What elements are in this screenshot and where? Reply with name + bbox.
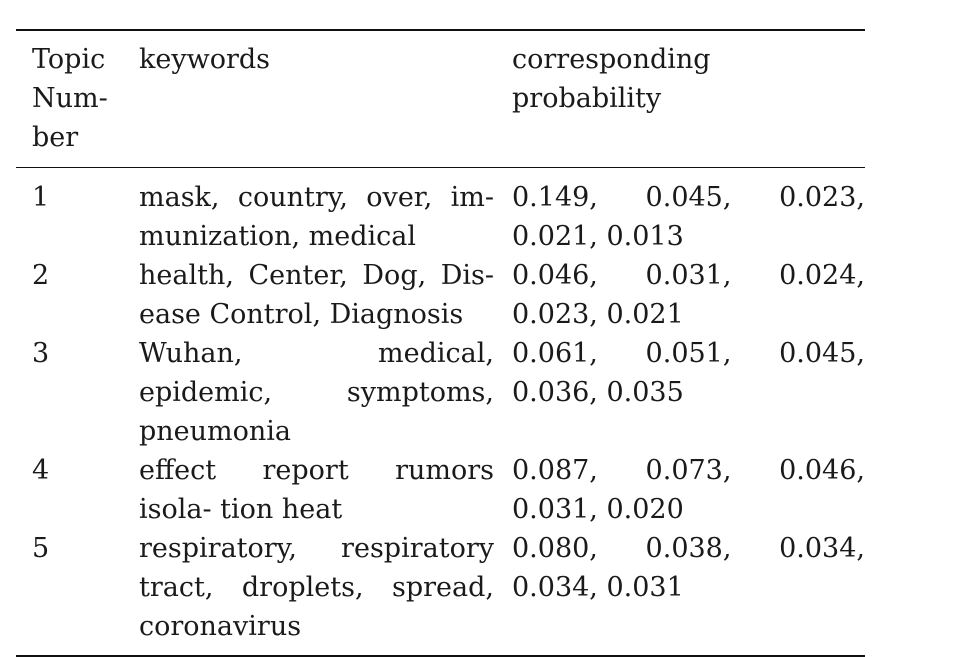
probability-cell: 0.087, 0.073, 0.046, 0.031, 0.020 [512, 455, 865, 525]
header-keywords: keywords [139, 44, 271, 75]
keywords-cell: effect report rumors isola- tion heat [139, 455, 494, 525]
probability-cell: 0.061, 0.051, 0.045, 0.036, 0.035 [512, 338, 865, 408]
topic-keywords-table-container: Topic Num- ber keywords corresponding pr… [16, 29, 865, 657]
table-row: 1 mask, country, over, im- munization, m… [16, 168, 865, 257]
topic-number-cell: 3 [32, 338, 50, 369]
keywords-cell: Wuhan, medical, epidemic, symptoms, pneu… [139, 338, 494, 447]
header-probability: corresponding probability [512, 44, 711, 114]
topic-number-cell: 5 [32, 533, 50, 564]
header-topic-number: Topic Num- ber [16, 30, 138, 168]
probability-cell: 0.080, 0.038, 0.034, 0.034, 0.031 [512, 533, 865, 603]
probability-cell: 0.046, 0.031, 0.024, 0.023, 0.021 [512, 260, 865, 330]
topic-keywords-table: Topic Num- ber keywords corresponding pr… [16, 29, 865, 657]
header-topic-number-text: Topic Num- ber [32, 44, 108, 153]
keywords-cell: health, Center, Dog, Dis- ease Control, … [139, 260, 494, 330]
table-row: 5 respiratory, respiratory tract, drople… [16, 529, 865, 656]
keywords-cell: mask, country, over, im- munization, med… [139, 182, 494, 252]
probability-cell: 0.149, 0.045, 0.023, 0.021, 0.013 [512, 182, 865, 252]
table-row: 2 health, Center, Dog, Dis- ease Control… [16, 256, 865, 334]
topic-number-cell: 4 [32, 455, 50, 486]
table-header-row: Topic Num- ber keywords corresponding pr… [16, 30, 865, 168]
topic-number-cell: 1 [32, 182, 50, 213]
topic-number-cell: 2 [32, 260, 50, 291]
table-row: 4 effect report rumors isola- tion heat … [16, 451, 865, 529]
keywords-cell: respiratory, respiratory tract, droplets… [139, 533, 494, 642]
table-row: 3 Wuhan, medical, epidemic, symptoms, pn… [16, 334, 865, 451]
